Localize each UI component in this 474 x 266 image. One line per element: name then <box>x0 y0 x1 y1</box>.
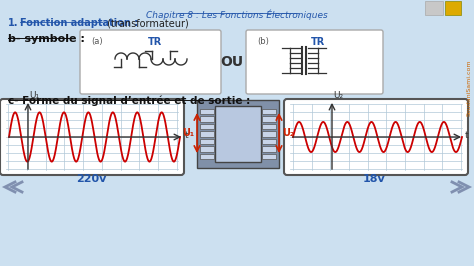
Text: (transformateur): (transformateur) <box>104 18 189 28</box>
FancyBboxPatch shape <box>80 30 221 94</box>
Bar <box>200 139 214 144</box>
Text: 18v: 18v <box>363 174 385 184</box>
Bar <box>262 109 276 114</box>
Bar <box>200 153 214 159</box>
Bar <box>262 123 276 129</box>
Text: U₂: U₂ <box>333 91 343 100</box>
Bar <box>262 139 276 144</box>
Text: TR: TR <box>148 37 162 47</box>
Text: TR: TR <box>311 37 325 47</box>
Bar <box>215 106 261 162</box>
Text: OU: OU <box>220 55 244 69</box>
Bar <box>445 1 461 15</box>
FancyBboxPatch shape <box>0 99 184 175</box>
Bar <box>200 131 214 136</box>
Bar <box>200 146 214 152</box>
Text: SoudaniSami.com: SoudaniSami.com <box>467 60 472 116</box>
Bar <box>262 146 276 152</box>
Bar <box>200 109 214 114</box>
Text: (a): (a) <box>91 37 103 46</box>
Text: b- symbole :: b- symbole : <box>8 34 85 44</box>
Bar <box>262 116 276 122</box>
Bar <box>197 100 279 168</box>
Text: 1.: 1. <box>8 18 18 28</box>
Bar <box>262 131 276 136</box>
Bar <box>200 116 214 122</box>
Bar <box>200 123 214 129</box>
Text: U₁: U₁ <box>182 128 194 138</box>
Text: c- Forme du signal d’entrée et de sortie :: c- Forme du signal d’entrée et de sortie… <box>8 96 250 106</box>
Text: U₂: U₂ <box>282 128 294 138</box>
Text: U₁: U₁ <box>29 91 39 100</box>
FancyBboxPatch shape <box>246 30 383 94</box>
Text: Fonction adaptation :: Fonction adaptation : <box>20 18 138 28</box>
Bar <box>425 1 443 15</box>
Text: t: t <box>465 131 469 140</box>
Text: 220v: 220v <box>76 174 106 184</box>
FancyBboxPatch shape <box>284 99 468 175</box>
Text: Chapitre 8 : Les Fonctions Électroniques: Chapitre 8 : Les Fonctions Électroniques <box>146 9 328 19</box>
Text: (b): (b) <box>257 37 269 46</box>
Text: t: t <box>185 131 189 140</box>
Bar <box>262 153 276 159</box>
